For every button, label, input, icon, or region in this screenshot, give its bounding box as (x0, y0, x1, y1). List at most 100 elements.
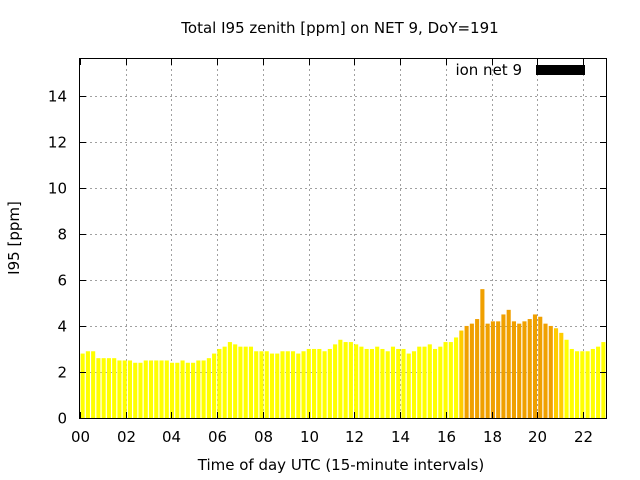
bar (296, 353, 301, 418)
bar (196, 360, 201, 418)
bar (254, 351, 259, 418)
bar (432, 348, 438, 418)
bar (159, 360, 164, 418)
plot-frame (79, 58, 607, 419)
bar (448, 342, 453, 418)
bar (191, 362, 196, 418)
bar (96, 358, 101, 418)
bar (117, 360, 122, 418)
bar (290, 351, 296, 418)
bar (212, 353, 217, 418)
legend-swatch (536, 65, 585, 75)
bar (169, 362, 175, 418)
bar (401, 348, 406, 418)
y-tick-label: 6 (57, 272, 67, 290)
legend-label: ion net 9 (455, 61, 522, 79)
x-tick-label: 10 (300, 428, 319, 446)
bar (217, 348, 222, 418)
bar (364, 348, 369, 418)
bar (575, 351, 580, 418)
bar (464, 325, 469, 418)
bar (496, 321, 501, 418)
bar (485, 323, 490, 418)
y-tick-label: 12 (48, 134, 67, 152)
bar (106, 358, 111, 418)
bar (506, 309, 511, 418)
bar (601, 342, 606, 418)
bar (438, 346, 443, 418)
bar (148, 360, 154, 418)
bar (280, 351, 285, 418)
y-tick-label: 2 (57, 364, 67, 382)
bar (269, 353, 275, 418)
bar (380, 348, 385, 418)
bar (543, 323, 548, 418)
y-tick-label: 8 (57, 226, 67, 244)
bar (585, 351, 590, 418)
bar (475, 319, 480, 418)
y-tick-label: 4 (57, 318, 67, 336)
x-tick-label: 16 (437, 428, 456, 446)
bar (517, 323, 522, 418)
bar (596, 346, 601, 418)
bar (411, 351, 417, 418)
bar (206, 358, 211, 418)
bar (91, 351, 96, 418)
bar (348, 342, 353, 418)
bar (522, 321, 527, 418)
bar (580, 351, 585, 418)
bar (85, 351, 90, 418)
bar (127, 360, 133, 418)
bar (511, 321, 517, 418)
bar (222, 346, 227, 418)
bar (238, 346, 243, 418)
bar (569, 348, 574, 418)
bar (185, 362, 190, 418)
x-tick-label: 22 (574, 428, 593, 446)
bar (327, 348, 332, 418)
legend: ion net 9 (455, 61, 585, 79)
x-tick-label: 02 (117, 428, 136, 446)
x-tick-label: 20 (528, 428, 547, 446)
bar (553, 328, 559, 418)
bar (243, 346, 248, 418)
bar (80, 353, 85, 418)
y-tick-label: 10 (48, 180, 67, 198)
x-tick-label: 04 (162, 428, 181, 446)
bar (143, 360, 148, 418)
bars (80, 289, 606, 418)
bar (285, 351, 290, 418)
bar (322, 351, 327, 418)
bar (122, 360, 127, 418)
bar (454, 337, 459, 418)
x-tick-label: 14 (391, 428, 410, 446)
bar (133, 362, 138, 418)
bar (375, 346, 380, 418)
bar (101, 358, 106, 418)
bar (164, 360, 169, 418)
bar (275, 353, 280, 418)
bar (343, 342, 348, 418)
bar (180, 360, 185, 418)
bar (527, 319, 532, 418)
bar (564, 339, 569, 418)
bar (354, 344, 359, 418)
x-tick-label: 06 (208, 428, 227, 446)
grid (80, 59, 606, 418)
bar (227, 342, 232, 418)
bar (154, 360, 159, 418)
x-tick-label: 18 (483, 428, 502, 446)
bar (480, 289, 485, 418)
bar (538, 316, 543, 418)
bar (548, 325, 553, 418)
bar (312, 348, 317, 418)
x-tick-label: 08 (254, 428, 273, 446)
bar (443, 342, 448, 418)
y-tick-label: 14 (48, 88, 67, 106)
x-axis-label: Time of day UTC (15-minute intervals) (197, 456, 484, 474)
bar (306, 348, 311, 418)
bar (469, 323, 474, 418)
bar (427, 344, 432, 418)
